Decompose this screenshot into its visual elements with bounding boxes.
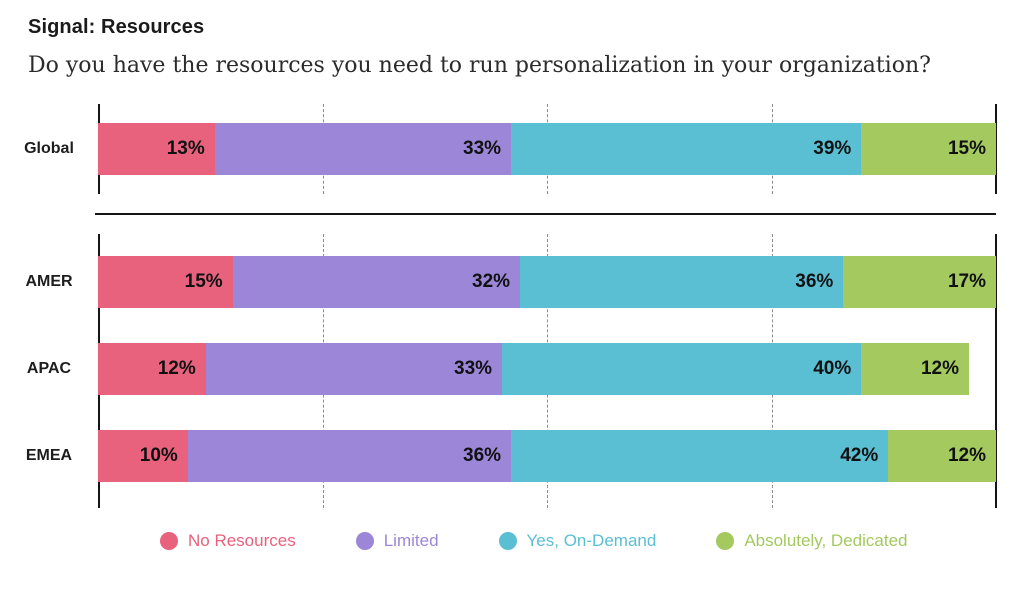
- bar-track-apac: 12% 33% 40% 12%: [98, 343, 996, 395]
- segment-yes-on-demand: 39%: [511, 123, 862, 175]
- regions-section: AMER 15% 32% 36% 17% APAC 12% 33% 40% 12% EMEA 10% 3…: [0, 234, 997, 508]
- bar-track-global: 13% 33% 39% 15%: [98, 123, 996, 175]
- segment-value: 13%: [166, 138, 205, 159]
- legend-item-yes-on-demand: Yes, On-Demand: [498, 531, 657, 551]
- segment-no-resources: 12%: [98, 343, 206, 395]
- row-label-emea: EMEA: [25, 447, 73, 464]
- segment-limited: 32%: [232, 256, 521, 308]
- legend-label: Absolutely, Dedicated: [744, 531, 908, 550]
- chart-subtitle: Do you have the resources you need to ru…: [28, 53, 931, 78]
- legend-label: Yes, On-Demand: [526, 531, 657, 550]
- chart-title: Signal: Resources: [28, 16, 205, 38]
- segment-value: 32%: [472, 271, 511, 292]
- legend-label: Limited: [383, 531, 439, 550]
- segment-absolutely-dedicated: 12%: [861, 343, 970, 395]
- chart-header: Signal: Resources Do you have the resour…: [0, 0, 1024, 78]
- legend-swatch-yes-on-demand: [498, 532, 517, 550]
- segment-value: 40%: [813, 358, 852, 379]
- segment-value: 15%: [184, 271, 223, 292]
- segment-limited: 33%: [214, 123, 512, 175]
- segment-value: 10%: [139, 445, 178, 466]
- legend-swatch-limited: [355, 532, 374, 550]
- segment-value: 33%: [463, 138, 502, 159]
- segment-value: 12%: [920, 358, 960, 379]
- segment-yes-on-demand: 36%: [520, 256, 844, 308]
- segment-value: 39%: [813, 138, 852, 159]
- legend: No Resources Limited Yes, On-Demand Absolut…: [160, 531, 996, 551]
- legend-item-no-resources: No Resources: [160, 531, 296, 551]
- stacked-bar-chart: Global 13% 33% 39% 15% AMER 15% 32% 36% 17% APAC 1…: [0, 104, 997, 551]
- segment-limited: 36%: [187, 430, 512, 482]
- segment-value: 15%: [947, 138, 986, 159]
- segment-value: 33%: [454, 358, 493, 379]
- legend-item-limited: Limited: [355, 531, 439, 551]
- segment-no-resources: 15%: [98, 256, 233, 308]
- bar-track-amer: 15% 32% 36% 17%: [98, 256, 996, 308]
- segment-limited: 33%: [205, 343, 503, 395]
- segment-value: 36%: [795, 271, 834, 292]
- segment-no-resources: 10%: [98, 430, 188, 482]
- segment-absolutely-dedicated: 15%: [861, 123, 996, 175]
- legend-item-absolutely-dedicated: Absolutely, Dedicated: [716, 531, 907, 551]
- segment-yes-on-demand: 42%: [511, 430, 889, 482]
- segment-yes-on-demand: 40%: [502, 343, 862, 395]
- legend-swatch-no-resources: [160, 532, 178, 550]
- segment-absolutely-dedicated: 17%: [843, 256, 996, 308]
- legend-label: No Resources: [188, 531, 296, 550]
- bar-track-emea: 10% 36% 42% 12%: [98, 430, 996, 482]
- row-label-amer: AMER: [25, 273, 73, 290]
- bar-row-emea: EMEA 10% 36% 42% 12%: [0, 430, 996, 482]
- segment-value: 17%: [947, 271, 986, 292]
- segment-value: 12%: [947, 445, 986, 466]
- segment-no-resources: 13%: [98, 123, 215, 175]
- bar-row-apac: APAC 12% 33% 40% 12%: [0, 343, 996, 395]
- bar-row-global: Global 13% 33% 39% 15%: [0, 123, 996, 175]
- segment-value: 36%: [463, 445, 502, 466]
- global-section: Global 13% 33% 39% 15%: [0, 104, 997, 194]
- row-label-apac: APAC: [26, 360, 72, 377]
- bar-row-amer: AMER 15% 32% 36% 17%: [0, 256, 996, 308]
- segment-value: 12%: [157, 358, 196, 379]
- segment-value: 42%: [840, 445, 879, 466]
- section-divider: [95, 213, 996, 215]
- legend-swatch-absolutely-dedicated: [716, 532, 735, 550]
- row-label-global: Global: [24, 140, 74, 157]
- segment-absolutely-dedicated: 12%: [888, 430, 996, 482]
